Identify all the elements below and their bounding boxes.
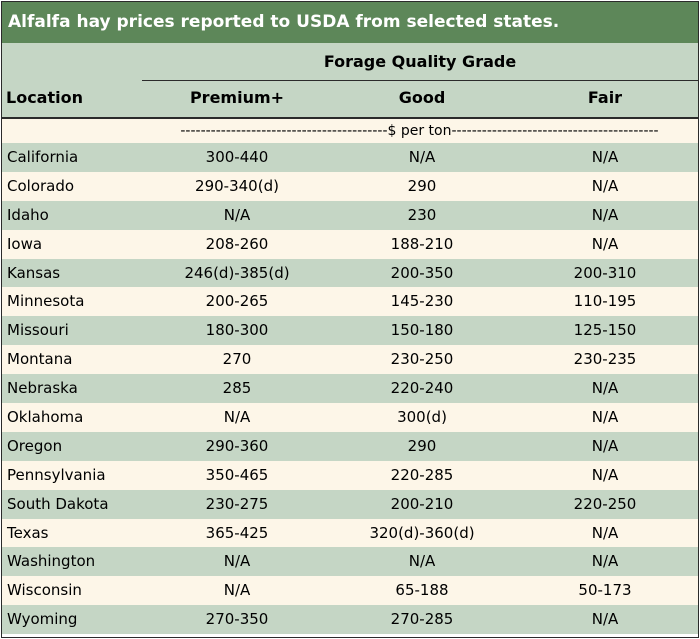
- cell-good: 145-230: [390, 292, 454, 311]
- cell-location: Missouri: [7, 321, 69, 340]
- cell-fair: N/A: [591, 148, 619, 166]
- table-row: Iowa 208-260 188-210 N/A: [2, 229, 698, 259]
- table-title: Alfalfa hay prices reported to USDA from…: [2, 2, 698, 43]
- units-label: ----------------------------------------…: [180, 123, 659, 139]
- cell-good: 300(d): [397, 408, 447, 427]
- cell-good: N/A: [408, 148, 436, 166]
- group-heading: Forage Quality Grade: [323, 52, 517, 71]
- table-row: Oklahoma N/A 300(d) N/A: [2, 403, 698, 432]
- cell-fair: 230-235: [573, 350, 637, 369]
- table-row: Washington N/A N/A N/A: [2, 547, 698, 577]
- cell-location: Wisconsin: [7, 581, 82, 600]
- cell-location: Kansas: [7, 263, 61, 282]
- table-row: Wisconsin N/A 65-188 50-173: [2, 576, 698, 606]
- table-row: Missouri 180-300 150-180 125-150: [2, 316, 698, 346]
- cell-good: 220-240: [390, 379, 454, 398]
- cell-premium: 290-340(d): [195, 176, 279, 195]
- cell-premium: 180-300: [205, 321, 269, 340]
- column-header-premium: Premium+: [189, 88, 285, 107]
- cell-fair: 110-195: [573, 292, 637, 311]
- column-header-good: Good: [398, 88, 446, 107]
- cell-good: 200-350: [390, 263, 454, 282]
- cell-good: 220-285: [390, 465, 454, 484]
- header-divider: [2, 117, 698, 119]
- table-row: California 300-440 N/A N/A: [2, 143, 698, 172]
- table-row: Montana 270 230-250 230-235: [2, 345, 698, 375]
- cell-fair: 125-150: [573, 321, 637, 340]
- cell-premium: N/A: [223, 581, 251, 600]
- cell-premium: 208-260: [205, 234, 269, 253]
- column-header-fair: Fair: [587, 88, 623, 107]
- cell-good: 230-250: [390, 350, 454, 369]
- cell-fair: 220-250: [573, 494, 637, 513]
- cell-fair: N/A: [591, 465, 619, 484]
- cell-premium: 365-425: [205, 523, 269, 542]
- cell-fair: N/A: [591, 552, 619, 571]
- units-row: ----------------------------------------…: [2, 119, 698, 143]
- cell-location: Idaho: [7, 205, 49, 224]
- table-row: Kansas 246(d)-385(d) 200-350 200-310: [2, 258, 698, 288]
- cell-location: Pennsylvania: [7, 465, 106, 484]
- cell-premium: N/A: [223, 408, 251, 427]
- cell-location: Colorado: [7, 176, 75, 195]
- cell-location: Minnesota: [7, 292, 85, 311]
- cell-good: 320(d)-360(d): [369, 523, 475, 542]
- table-row: Colorado 290-340(d) 290 N/A: [2, 171, 698, 201]
- cell-good: 150-180: [390, 321, 454, 340]
- cell-fair: N/A: [591, 436, 619, 455]
- cell-location: California: [7, 148, 79, 166]
- cell-good: 290: [407, 436, 437, 455]
- table-row: Wyoming 270-350 270-285 N/A: [2, 605, 698, 635]
- table-row: Pennsylvania 350-465 220-285 N/A: [2, 460, 698, 490]
- cell-location: Oklahoma: [7, 408, 84, 427]
- cell-good: N/A: [408, 552, 436, 571]
- cell-fair: N/A: [591, 205, 619, 224]
- cell-location: South Dakota: [7, 494, 109, 513]
- table-row: Texas 365-425 320(d)-360(d) N/A: [2, 518, 698, 548]
- cell-premium: N/A: [223, 552, 251, 571]
- cell-fair: N/A: [591, 176, 619, 195]
- cell-location: Texas: [7, 523, 49, 542]
- cell-premium: 230-275: [205, 494, 269, 513]
- table-row: Idaho N/A 230 N/A: [2, 200, 698, 230]
- cell-premium: 285: [222, 379, 252, 398]
- cell-premium: N/A: [223, 205, 251, 224]
- table-row: South Dakota 230-275 200-210 220-250: [2, 489, 698, 519]
- cell-premium: 290-360: [205, 436, 269, 455]
- cell-good: 230: [407, 205, 437, 224]
- cell-premium: 200-265: [205, 292, 269, 311]
- table-row: Nebraska 285 220-240 N/A: [2, 374, 698, 404]
- cell-good: 200-210: [390, 494, 454, 513]
- cell-fair: N/A: [591, 234, 619, 253]
- cell-fair: N/A: [591, 610, 619, 629]
- table-row: Oregon 290-360 290 N/A: [2, 431, 698, 461]
- table-row: Minnesota 200-265 145-230 110-195: [2, 287, 698, 317]
- cell-premium: 300-440: [205, 148, 269, 166]
- cell-premium: 350-465: [205, 465, 269, 484]
- cell-location: Oregon: [7, 436, 63, 455]
- cell-fair: 200-310: [573, 263, 637, 282]
- group-heading-underline: [142, 80, 698, 81]
- cell-good: 188-210: [390, 234, 454, 253]
- cell-fair: 50-173: [578, 581, 632, 600]
- cell-good: 270-285: [390, 610, 454, 629]
- cell-premium: 246(d)-385(d): [184, 263, 290, 282]
- cell-location: Wyoming: [7, 610, 78, 629]
- column-header-location: Location: [6, 88, 83, 107]
- cell-good: 65-188: [395, 581, 449, 600]
- cell-fair: N/A: [591, 523, 619, 542]
- cell-location: Montana: [7, 350, 73, 369]
- cell-fair: N/A: [591, 408, 619, 427]
- table-body: California 300-440 N/A N/A Colorado 290-340(d…: [2, 143, 698, 635]
- table-header: Forage Quality Grade Location Premium+ G…: [2, 43, 698, 117]
- cell-good: 290: [407, 176, 437, 195]
- cell-fair: N/A: [591, 379, 619, 398]
- cell-location: Iowa: [7, 234, 43, 253]
- cell-location: Washington: [7, 552, 96, 571]
- cell-location: Nebraska: [7, 379, 78, 398]
- cell-premium: 270: [222, 350, 252, 369]
- cell-premium: 270-350: [205, 610, 269, 629]
